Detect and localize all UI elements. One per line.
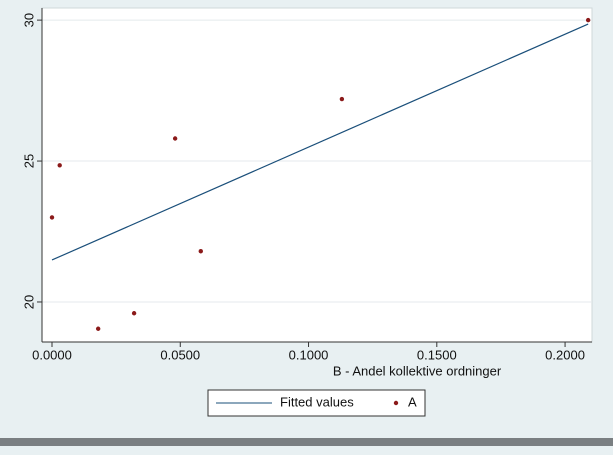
legend-key: [393, 400, 399, 406]
point: [585, 17, 591, 23]
y-tick-label: 20: [21, 295, 36, 309]
legend-label: Fitted values: [280, 394, 354, 409]
plot-area: [41, 7, 593, 343]
point: [339, 96, 345, 102]
x-tick-label: 0.0000: [32, 347, 72, 362]
x-tick-label: 0.2000: [545, 347, 585, 362]
point: [49, 215, 55, 220]
bottom-bar: [0, 438, 613, 446]
point: [198, 249, 203, 254]
x-axis-title: B - Andel kollektive ordninger: [333, 363, 502, 378]
point: [172, 136, 178, 141]
point: [57, 163, 62, 168]
x-tick-label: 0.0500: [160, 347, 200, 362]
x-tick-label: 0.1000: [289, 347, 329, 362]
point: [131, 311, 137, 316]
fitted-line: [51, 23, 589, 261]
legend-label: A: [408, 394, 417, 409]
y-tick-label: 30: [21, 13, 36, 27]
point: [95, 326, 101, 331]
x-tick-label: 0.1500: [417, 347, 457, 362]
y-tick-label: 25: [21, 154, 36, 168]
